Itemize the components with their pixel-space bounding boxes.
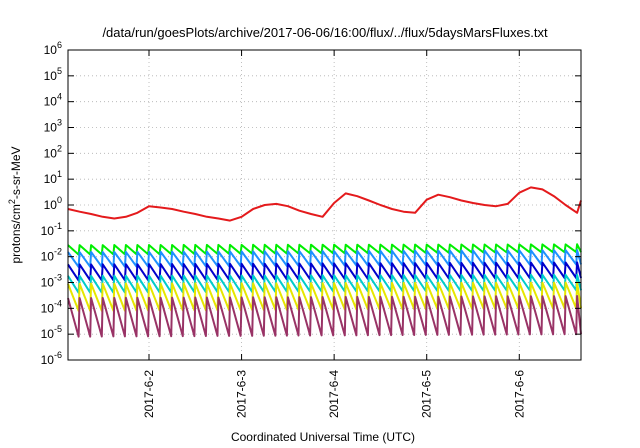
y-tick-label: 10-4: [41, 298, 62, 315]
series-layer: [67, 186, 582, 338]
series-line-7: [67, 295, 582, 338]
y-tick-label: 100: [44, 195, 62, 212]
y-tick-label: 10-5: [41, 324, 62, 341]
series-line-2: [67, 243, 582, 256]
x-axis-label: Coordinated Universal Time (UTC): [231, 430, 415, 444]
y-tick-label: 10-3: [41, 273, 62, 290]
y-tick-label: 10-1: [41, 221, 62, 238]
y-axis-label-rest: -s-sr-MeV: [9, 146, 23, 199]
x-tick-label: 2017-6-5: [420, 370, 434, 418]
y-tick-label: 103: [44, 118, 62, 135]
grid: [68, 50, 581, 360]
series-line-4: [67, 261, 582, 282]
y-tick-label: 10-6: [41, 350, 62, 367]
chart-title: /data/run/goesPlots/archive/2017-06-06/1…: [102, 25, 548, 40]
x-tick-label: 2017-6-2: [142, 370, 156, 418]
y-tick-label: 10-2: [41, 247, 62, 264]
y-axis-label: protons/cm2-s-sr-MeV: [7, 146, 23, 263]
svg-text:protons/cm2-s-sr-MeV: protons/cm2-s-sr-MeV: [7, 146, 23, 263]
y-axis-label-base: protons/cm: [9, 204, 23, 263]
x-tick-label: 2017-6-3: [235, 370, 249, 418]
y-axis-label-sup: 2: [7, 199, 17, 204]
y-tick-label: 102: [44, 143, 62, 160]
x-tick-label: 2017-6-6: [512, 370, 526, 418]
x-tick-label: 2017-6-4: [327, 370, 341, 418]
series-line-1: [67, 186, 582, 222]
y-tick-label: 105: [44, 66, 62, 83]
y-tick-label: 101: [44, 169, 62, 186]
series-line-5: [67, 273, 582, 294]
series-line-3: [67, 249, 582, 268]
y-tick-label: 104: [44, 92, 62, 109]
ticks: 10-6 10-5 10-4 10-3 10-2 10-1 100 101 102 103 104 1…: [41, 40, 581, 418]
y-tick-label: 106: [44, 40, 62, 57]
series-line-6: [67, 281, 582, 312]
